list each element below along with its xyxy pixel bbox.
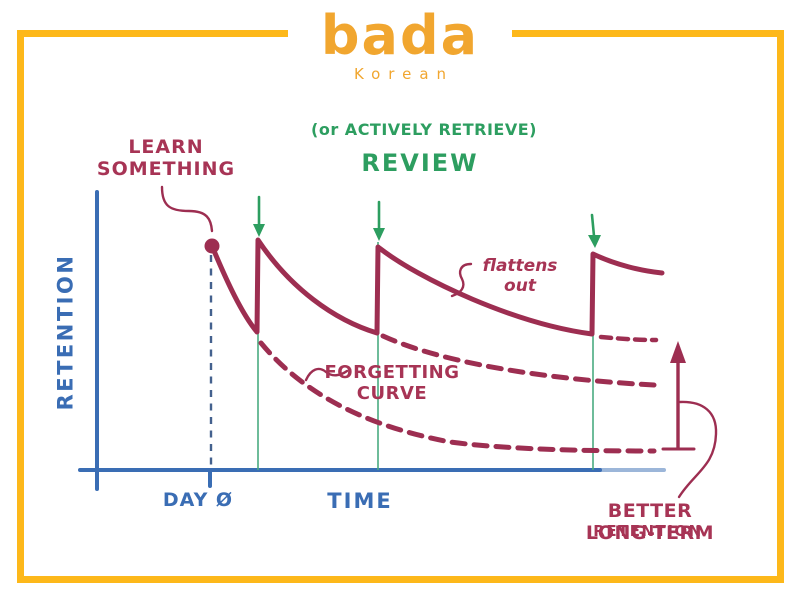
axes xyxy=(78,190,666,491)
better-pointer-curve xyxy=(677,400,718,499)
y-axis-label: RETENTION xyxy=(53,253,78,411)
annotation-pointers xyxy=(160,185,718,499)
brand-subtitle: Korean xyxy=(353,64,455,83)
learn-pointer-line xyxy=(160,185,214,233)
x-axis-label: TIME xyxy=(327,489,393,513)
brand-logo: bada Korean xyxy=(288,0,512,104)
flattens-bracket xyxy=(450,262,473,298)
flattens-out-label: flattens out xyxy=(482,256,558,297)
review-arrow-icons xyxy=(253,195,601,248)
brand-name: bada xyxy=(320,4,480,67)
retention-curve xyxy=(204,237,665,337)
forgetting-pointer-squiggle xyxy=(304,367,349,382)
review-hint-label: (or ACTIVELY RETRIEVE) xyxy=(311,120,537,139)
review-label: REVIEW xyxy=(361,149,479,177)
gain-arrow xyxy=(661,341,696,451)
learn-point-dot xyxy=(204,238,220,254)
learn-something-label: LEARN SOMETHING xyxy=(96,136,236,181)
forgetting-dashed-curves xyxy=(258,333,659,454)
better-retention-label: RETENTION xyxy=(593,522,703,540)
day-zero-tick-label: DAY Ø xyxy=(162,489,234,511)
better-longterm-label: BETTER LONG-TERM xyxy=(585,500,715,545)
forgetting-curve-label: FORGETTING CURVE xyxy=(324,362,460,405)
